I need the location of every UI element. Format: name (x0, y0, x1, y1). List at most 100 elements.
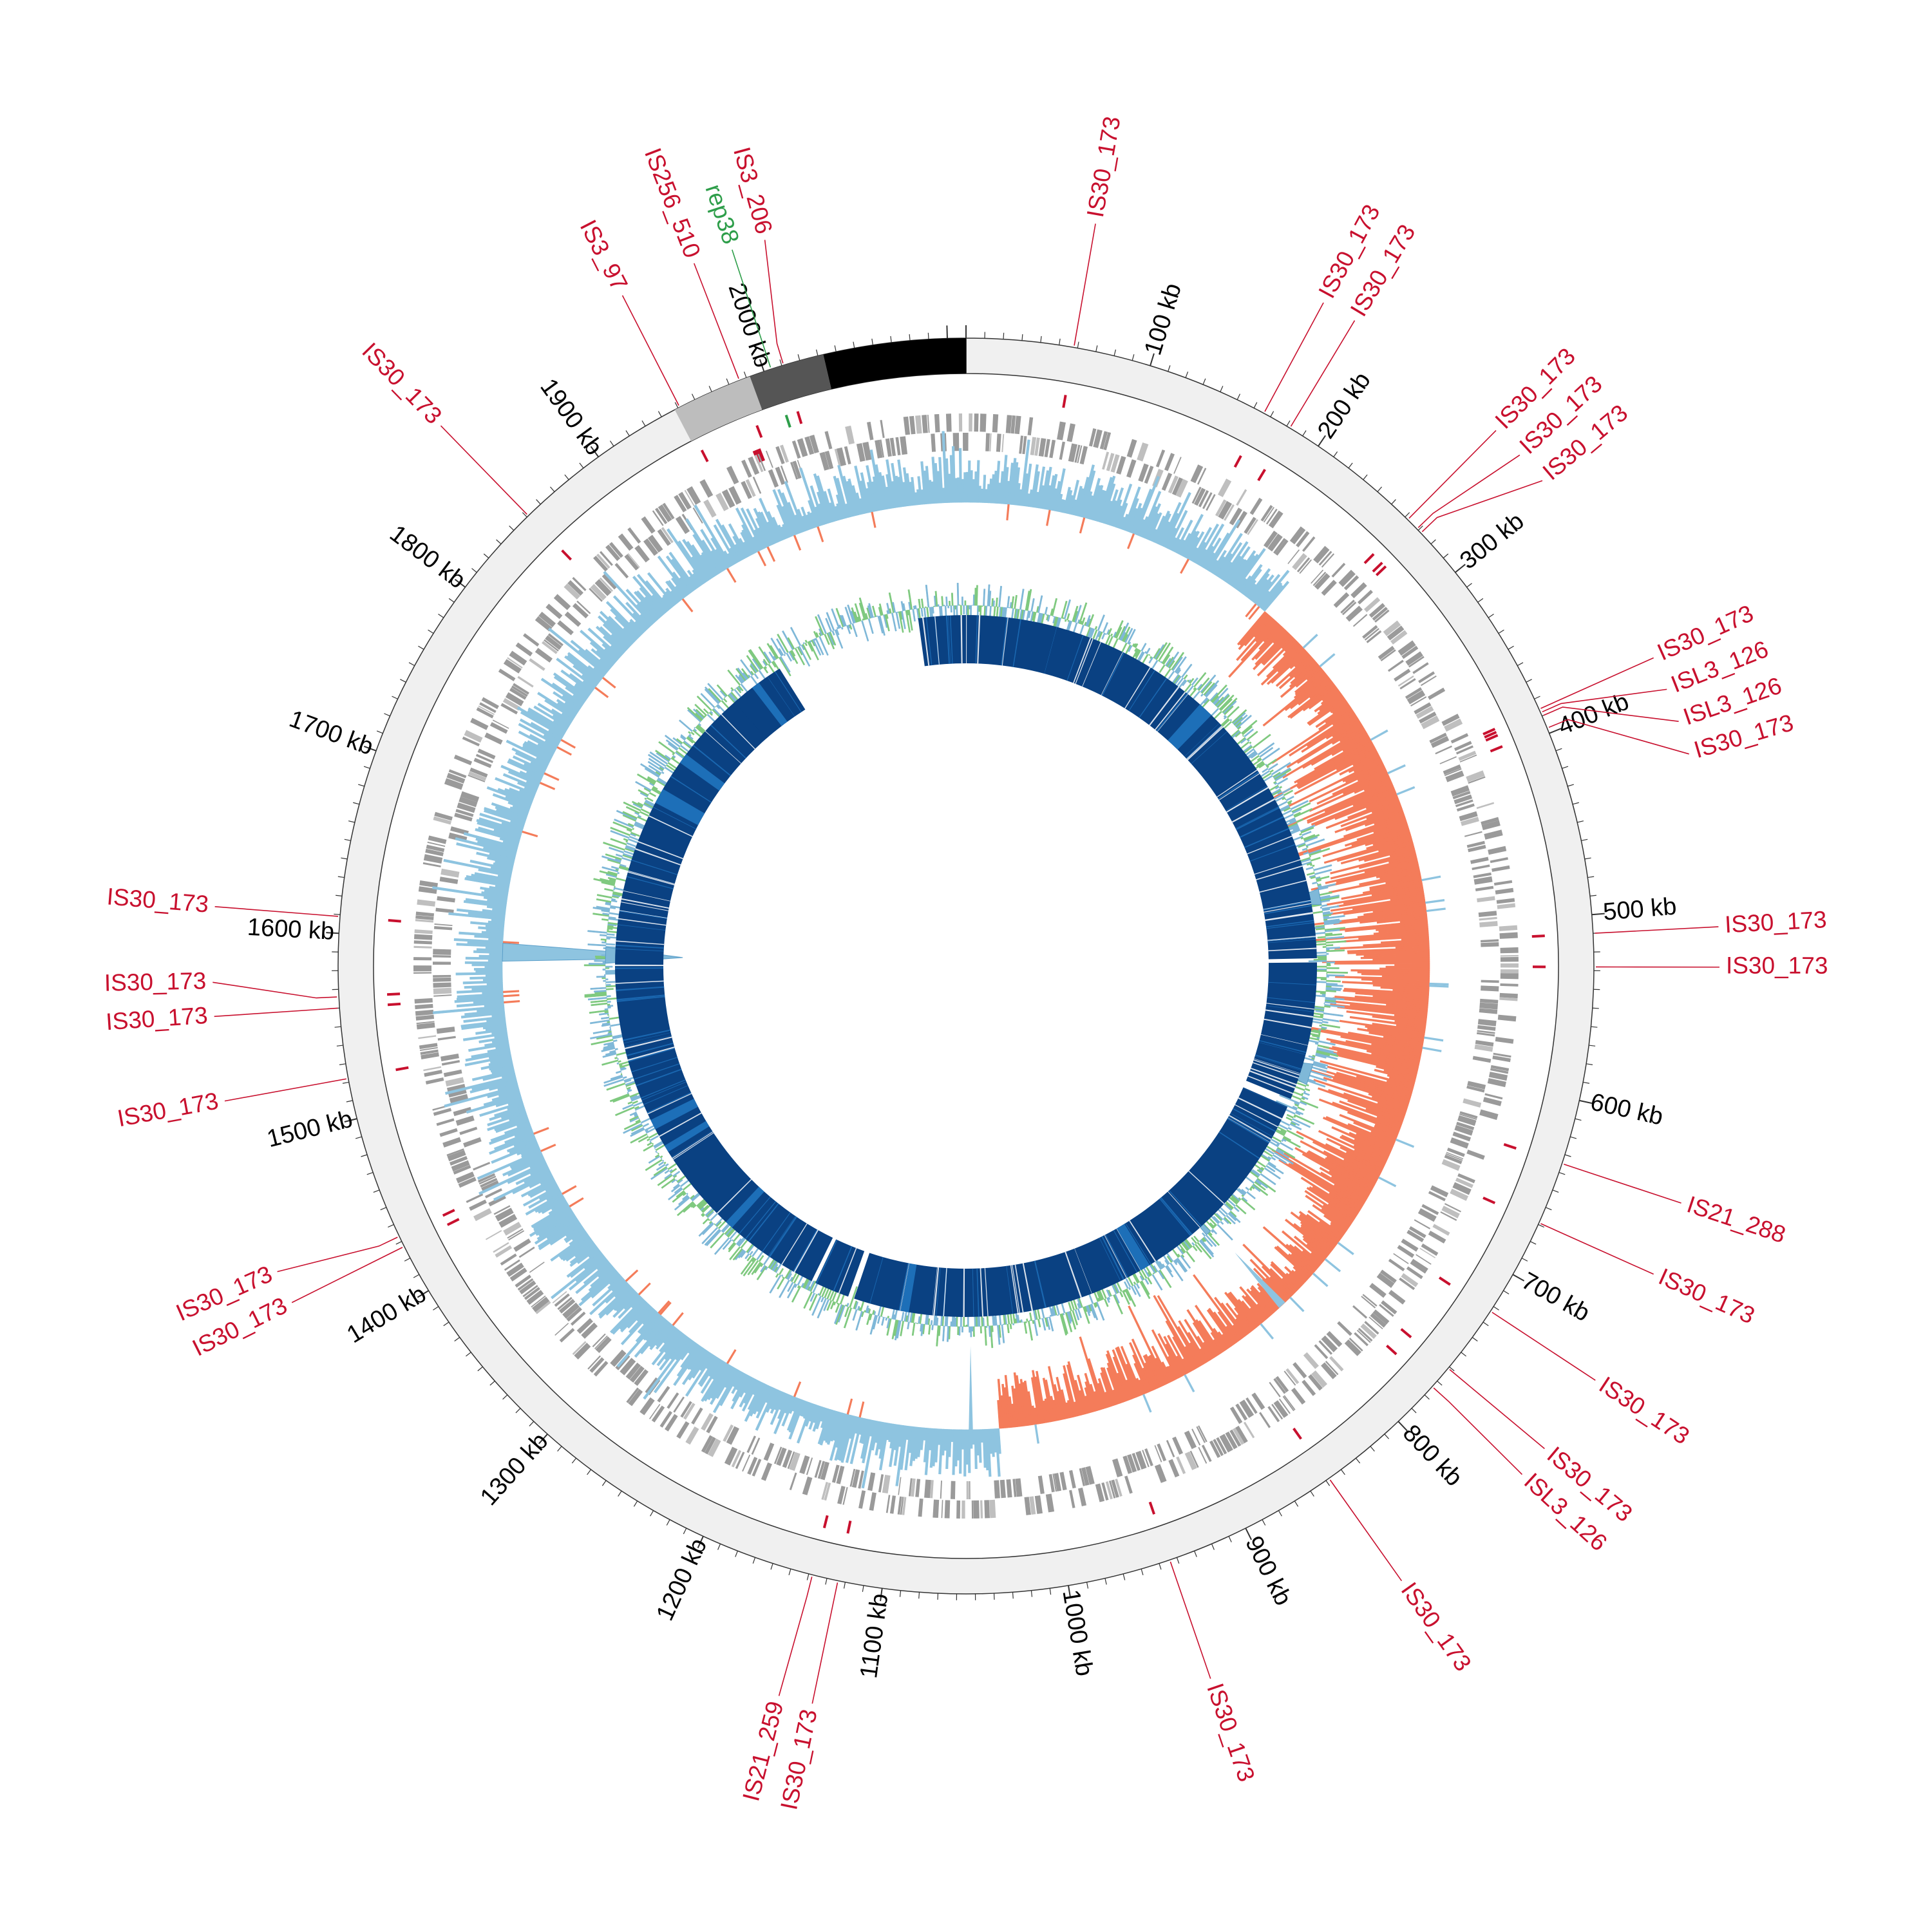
scale-tick (1253, 402, 1258, 408)
scale-tick (843, 1582, 846, 1589)
scale-tick (400, 679, 406, 683)
scale-tick (1430, 539, 1436, 545)
scale-tick (697, 1536, 704, 1549)
scale-tick (1591, 913, 1605, 916)
scale-tick (1294, 1501, 1299, 1507)
mobile-element-label: IS30_173 (1202, 1680, 1260, 1785)
scale-tick (1348, 462, 1353, 469)
scale-tick (1472, 1337, 1478, 1342)
scale-tick (477, 1366, 483, 1372)
mobile-element-marker (442, 1209, 455, 1217)
scale-tick-label: 100 kb (1139, 280, 1187, 358)
scale-tick (1581, 838, 1588, 841)
scale-tick (1262, 1519, 1266, 1526)
scale-tick (1570, 1136, 1577, 1139)
scale-tick (454, 1337, 460, 1342)
scale-tick (1286, 420, 1291, 427)
scale-tick (408, 662, 415, 667)
scale-tick (344, 1118, 357, 1122)
mobile-element-leader (693, 263, 739, 379)
mobile-element-leader (1548, 719, 1689, 755)
mobile-element-leader (1542, 688, 1667, 713)
mobile-element-marker (1293, 1427, 1302, 1440)
scale-tick (502, 1394, 508, 1400)
scale-tick (1302, 430, 1307, 437)
scale-tick (380, 1207, 387, 1211)
gc-content-track (583, 583, 1349, 1349)
scale-tick (609, 440, 614, 447)
scale-tick (418, 645, 424, 650)
scale-tick (483, 553, 489, 558)
scale-tick (1517, 662, 1524, 667)
scale-tick (1411, 1408, 1417, 1414)
scale-tick (363, 745, 377, 752)
scale-tick (454, 578, 466, 588)
mobile-element-marker (1363, 553, 1375, 564)
scale-tick (853, 341, 855, 348)
scale-tick (1455, 564, 1466, 573)
scale-tick (726, 378, 730, 385)
scale-tick (557, 1446, 562, 1452)
scale-tick (1159, 1563, 1162, 1570)
mobile-element-marker (1438, 1276, 1451, 1286)
gene-track (413, 413, 1519, 1519)
scale-tick (1211, 1544, 1215, 1550)
mobile-element-marker (395, 1066, 409, 1072)
scale-tick (341, 857, 348, 860)
mobile-element-label: IS30_173 (106, 883, 209, 917)
scale-tick (1077, 341, 1079, 348)
scale-tick (339, 1063, 346, 1065)
scale-tick (1482, 1321, 1489, 1327)
scale-tick (1488, 614, 1494, 618)
scale-tick (448, 598, 455, 603)
scale-tick (871, 338, 873, 345)
mobile-element-marker (1503, 1143, 1517, 1150)
scale-tick (1538, 1224, 1544, 1228)
scale-tick (1493, 1306, 1499, 1311)
blast-ring (615, 615, 1317, 1317)
scale-tick (1587, 876, 1595, 878)
scale-tick (571, 1457, 577, 1464)
mobile-element-label: rep38 (700, 181, 744, 247)
scale-tick (443, 1321, 450, 1327)
scale-tick (1417, 526, 1423, 531)
scale-tick (683, 1528, 687, 1535)
mobile-element-marker (796, 411, 803, 424)
scale-tick (1168, 365, 1171, 372)
scale-tick (384, 713, 390, 717)
scale-tick (1003, 332, 1005, 339)
scale-tick (1012, 1592, 1014, 1599)
scale-tick (355, 1136, 362, 1139)
scale-tick (1567, 784, 1574, 787)
scale-tick (579, 462, 584, 469)
mobile-element-leader (1595, 926, 1719, 934)
scale-tick (1220, 386, 1224, 392)
mobile-element-leader (1449, 1368, 1545, 1450)
scale-tick (358, 784, 365, 787)
scale-tick (759, 359, 765, 372)
mobile-element-leader (621, 295, 679, 406)
mobile-element-label: IS30_173 (1726, 952, 1828, 979)
scale-tick (899, 1590, 902, 1597)
scale-tick (466, 1352, 471, 1357)
scale-tick-label: 1400 kb (343, 1280, 431, 1349)
scale-tick (1508, 645, 1514, 650)
scale-tick-label: 800 kb (1397, 1419, 1468, 1492)
scale-tick (1530, 1241, 1537, 1245)
scale-tick (1558, 1171, 1566, 1175)
mobile-element-leader (1290, 320, 1356, 427)
mobile-element-label: IS30_173 (104, 967, 206, 996)
mobile-element-leader (778, 1577, 813, 1696)
mobile-element-label: IS30_173 (105, 1002, 209, 1036)
scale-tick (880, 1588, 883, 1602)
scale-tick (1318, 435, 1326, 447)
scale-tick (641, 420, 646, 427)
scale-tick (1384, 1434, 1389, 1439)
scale-tick-label: 1900 kb (535, 374, 607, 460)
mobile-element-leader (1540, 657, 1654, 709)
mobile-element-marker (1375, 565, 1387, 576)
scale-tick (1185, 372, 1189, 378)
scale-tick (1572, 802, 1579, 805)
scale-tick (1104, 1578, 1107, 1585)
scale-tick (1477, 598, 1484, 603)
